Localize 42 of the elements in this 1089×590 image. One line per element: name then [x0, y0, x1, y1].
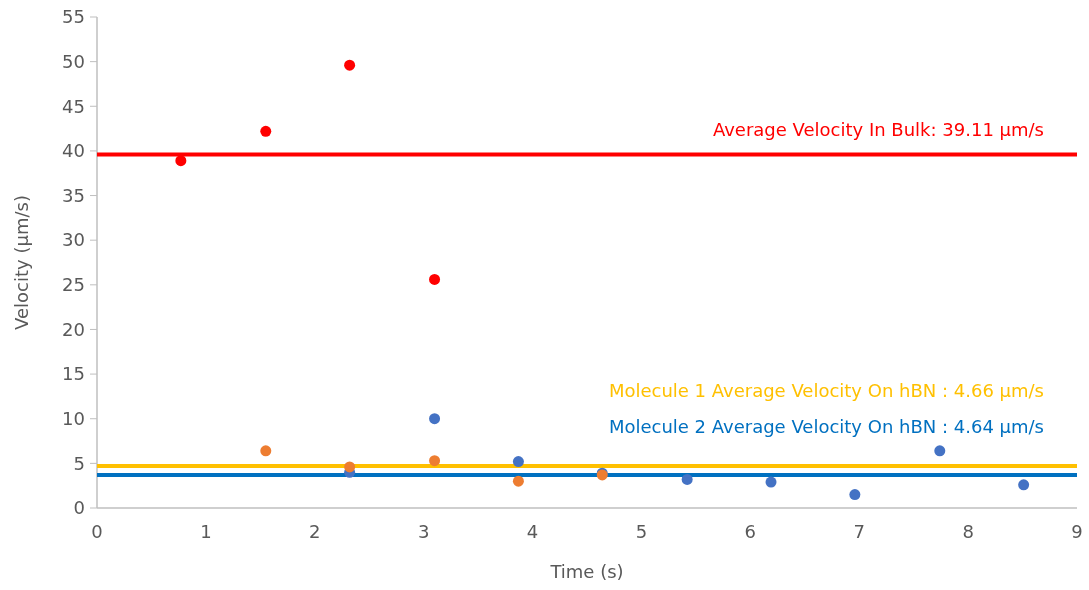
- x-tick-label: 7: [853, 521, 865, 542]
- x-tick-label: 9: [1071, 521, 1083, 542]
- x-tick-label: 5: [635, 521, 648, 542]
- point: [849, 489, 861, 501]
- y-tick-label: 50: [62, 50, 85, 72]
- y-tick-label: 25: [62, 274, 85, 296]
- y-tick-label: 20: [62, 318, 85, 340]
- y-tick-label: 30: [62, 229, 85, 251]
- point: [429, 455, 441, 467]
- x-tick-label: 4: [526, 521, 539, 542]
- x-tick-label: 3: [417, 521, 430, 542]
- x-tick-label: 8: [962, 521, 974, 542]
- x-tick-label: 2: [309, 521, 321, 542]
- point: [512, 475, 524, 487]
- point: [681, 473, 693, 485]
- y-axis-title: Velocity (µm/s): [11, 195, 32, 330]
- point: [260, 125, 272, 137]
- point: [260, 445, 272, 457]
- annotation: Molecule 2 Average Velocity On hBN : 4.64 µm/s: [608, 415, 1044, 437]
- y-tick-label: 35: [62, 184, 85, 206]
- y-tick-label: 45: [62, 95, 85, 117]
- y-tick-label: 15: [62, 363, 85, 385]
- point: [1018, 479, 1030, 491]
- x-tick-label: 6: [744, 521, 757, 542]
- point: [429, 413, 441, 425]
- point: [344, 461, 356, 473]
- y-tick-label: 40: [62, 140, 85, 162]
- point: [512, 456, 524, 468]
- x-tick-label: 1: [200, 521, 212, 542]
- y-tick-label: 10: [62, 408, 85, 430]
- y-tick-label: 0: [73, 497, 85, 519]
- point: [765, 476, 777, 488]
- x-axis-title: Time (s): [549, 561, 624, 582]
- point: [934, 445, 946, 457]
- annotation: Molecule 1 Average Velocity On hBN : 4.66 µm/s: [608, 379, 1044, 401]
- point: [175, 155, 187, 167]
- point: [344, 59, 356, 71]
- y-tick-label: 55: [62, 6, 85, 28]
- annotation: Average Velocity In Bulk: 39.11 µm/s: [712, 119, 1044, 141]
- point: [429, 273, 441, 285]
- y-tick-label: 5: [73, 452, 85, 474]
- x-tick-label: 0: [91, 521, 103, 542]
